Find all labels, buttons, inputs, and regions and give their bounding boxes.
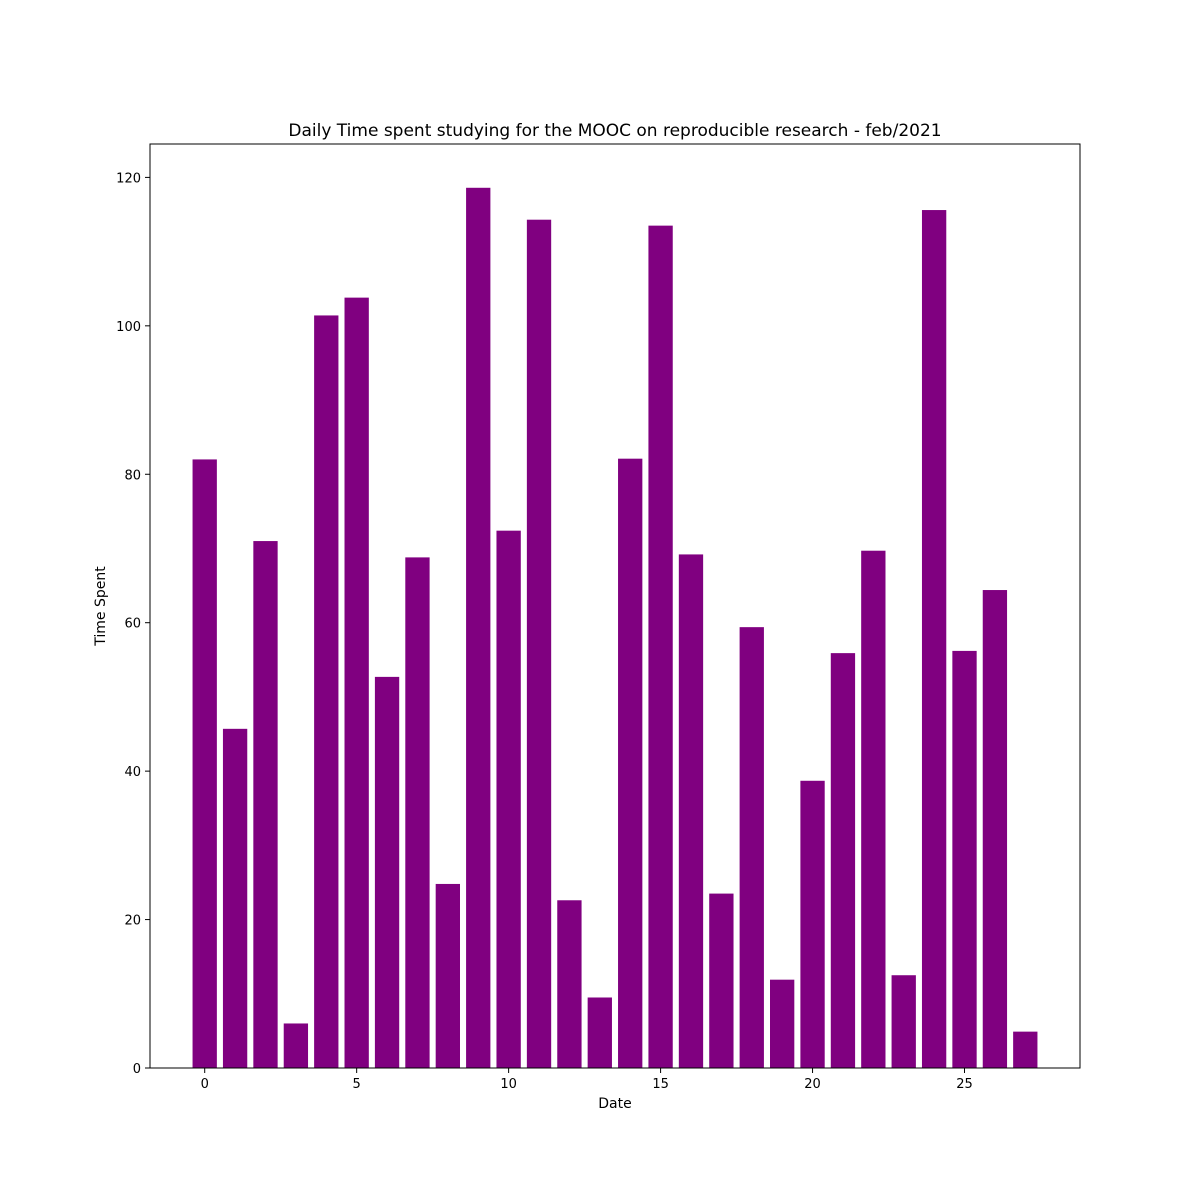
- x-axis-label: Date: [598, 1096, 631, 1112]
- chart-title: Daily Time spent studying for the MOOC o…: [288, 121, 941, 141]
- bar-15: [648, 225, 673, 1068]
- bar-5: [344, 297, 369, 1068]
- y-tick-label-120: 120: [116, 171, 141, 186]
- bar-2: [253, 541, 278, 1068]
- y-axis-ticks: 0 20 40 60 80 100 120: [116, 171, 150, 1077]
- x-tick-label-20: 20: [804, 1077, 821, 1092]
- y-tick-label-20: 20: [124, 914, 141, 929]
- x-axis-ticks: 0 5 10 15 20 25: [201, 1068, 973, 1092]
- bar-8: [435, 883, 460, 1068]
- bar-17: [709, 893, 734, 1068]
- bar-19: [770, 979, 795, 1068]
- bar-25: [952, 650, 977, 1068]
- bar-9: [466, 187, 491, 1068]
- bar-10: [496, 530, 521, 1068]
- bar-23: [891, 975, 916, 1068]
- bar-7: [405, 557, 430, 1068]
- bar-24: [921, 210, 947, 1069]
- bar-16: [678, 554, 704, 1068]
- bar-3: [283, 1023, 309, 1068]
- bar-22: [861, 550, 886, 1068]
- bar-20: [800, 780, 825, 1068]
- x-tick-label-10: 10: [500, 1077, 517, 1092]
- y-tick-label-40: 40: [124, 765, 141, 780]
- plot-frame: [149, 143, 1081, 1069]
- bar-21: [830, 653, 856, 1068]
- bar-4: [314, 315, 339, 1068]
- x-tick-label-5: 5: [353, 1077, 361, 1092]
- bars-group: [192, 187, 1038, 1069]
- y-axis-label: Time Spent: [93, 566, 109, 647]
- bar-1: [222, 728, 248, 1068]
- bar-0: [192, 459, 217, 1068]
- y-tick-label-0: 0: [133, 1062, 141, 1077]
- y-tick-label-60: 60: [124, 617, 141, 632]
- y-tick-label-80: 80: [124, 468, 141, 483]
- x-tick-label-0: 0: [201, 1077, 209, 1092]
- bar-6: [374, 676, 400, 1068]
- bar-26: [982, 590, 1008, 1068]
- bar-12: [557, 900, 582, 1068]
- bar-14: [618, 458, 643, 1068]
- bar-11: [526, 219, 552, 1069]
- bar-18: [739, 627, 764, 1068]
- y-tick-label-100: 100: [116, 320, 141, 335]
- bar-13: [587, 997, 612, 1068]
- x-tick-label-25: 25: [956, 1077, 973, 1092]
- bar-27: [1013, 1031, 1038, 1068]
- x-tick-label-15: 15: [652, 1077, 669, 1092]
